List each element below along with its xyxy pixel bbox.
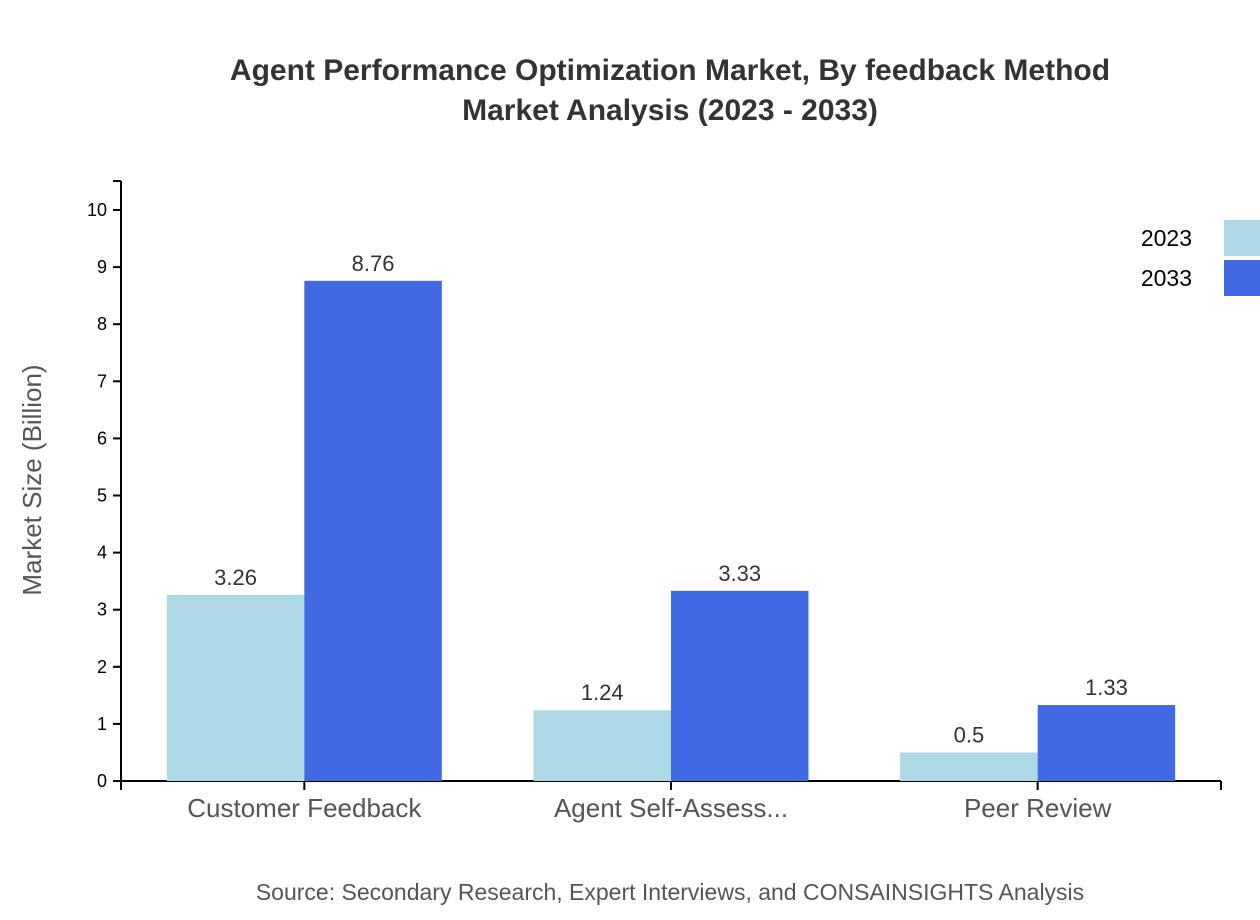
bar-2023 bbox=[900, 752, 1038, 781]
legend-swatch-2033 bbox=[1224, 260, 1260, 296]
data-label: 3.26 bbox=[214, 565, 257, 590]
data-label: 1.24 bbox=[581, 680, 624, 705]
data-label: 1.33 bbox=[1085, 675, 1128, 700]
chart-subtitle: Market Analysis (2023 - 2033) bbox=[462, 94, 878, 127]
legend-swatch-2023 bbox=[1224, 220, 1260, 256]
data-label: 8.76 bbox=[352, 251, 395, 276]
bar-2023 bbox=[166, 594, 305, 781]
y-tick-label: 5 bbox=[97, 486, 107, 506]
x-tick-label: Peer Review bbox=[964, 793, 1112, 823]
y-axis-label: Market Size (Billion) bbox=[17, 364, 47, 595]
y-tick-label: 6 bbox=[97, 428, 107, 448]
source-note: Source: Secondary Research, Expert Inter… bbox=[256, 879, 1084, 905]
y-tick-label: 2 bbox=[97, 657, 107, 677]
y-tick-label: 0 bbox=[97, 771, 107, 791]
y-tick-label: 7 bbox=[97, 371, 107, 391]
y-tick-label: 10 bbox=[87, 200, 107, 220]
data-label: 3.33 bbox=[718, 561, 761, 586]
legend-label: 2023 bbox=[1141, 225, 1192, 251]
y-tick-label: 1 bbox=[97, 714, 107, 734]
bar-2033 bbox=[671, 590, 809, 781]
bar-2023 bbox=[533, 710, 671, 781]
legend-label: 2033 bbox=[1141, 265, 1192, 291]
chart-title: Agent Performance Optimization Market, B… bbox=[230, 54, 1110, 87]
y-tick-label: 9 bbox=[97, 257, 107, 277]
x-tick-label: Customer Feedback bbox=[187, 793, 422, 823]
x-tick-label: Agent Self-Assess... bbox=[554, 793, 788, 823]
bar-2033 bbox=[304, 280, 442, 781]
bar-2033 bbox=[1037, 705, 1176, 781]
y-tick-label: 3 bbox=[97, 600, 107, 620]
y-tick-label: 8 bbox=[97, 314, 107, 334]
y-tick-label: 4 bbox=[97, 543, 107, 563]
data-label: 0.5 bbox=[954, 722, 985, 747]
